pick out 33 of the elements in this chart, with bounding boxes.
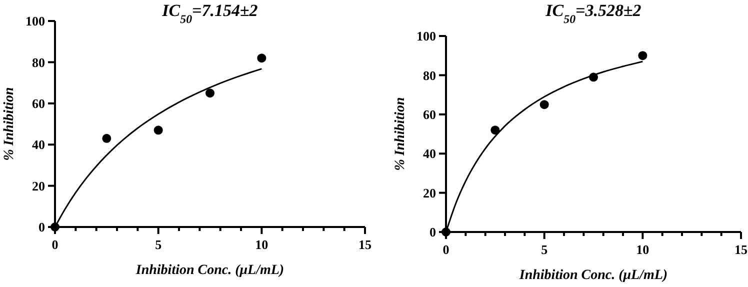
x-axis-title: Inhibition Conc. (μL/mL) (134, 263, 284, 278)
y-tick-label: 60 (423, 106, 436, 122)
y-tick-label: 0 (430, 224, 436, 240)
x-tick-label: 5 (541, 242, 548, 257)
point (102, 134, 112, 143)
point (206, 88, 214, 98)
x-tick-label: 5 (155, 237, 162, 252)
y-tick-label: 40 (32, 137, 45, 152)
x-tick-label: 15 (358, 237, 372, 252)
x-tick-label: 10 (636, 242, 650, 257)
y-tick-label: 0 (38, 220, 45, 235)
x-tick-label: 0 (52, 237, 58, 252)
y-tick-label: 40 (423, 146, 436, 162)
point (257, 54, 266, 63)
point (638, 51, 648, 60)
y-tick-label: 80 (423, 68, 436, 83)
y-tick-label: 60 (32, 96, 45, 111)
y-tick-label: 80 (32, 54, 45, 70)
x-axis-title: Inhibition Conc. (μL/mL) (518, 268, 668, 283)
y-tick-label: 20 (32, 178, 45, 194)
point (490, 126, 500, 135)
chart-title: IC$_{50}$=3.528±2 (544, 1, 642, 26)
y-tick-label: 100 (26, 14, 45, 29)
y-tick-label: 100 (416, 28, 436, 44)
x-tick-label: 15 (734, 242, 748, 257)
point (540, 100, 549, 110)
y-axis-title: % Inhibition (2, 87, 17, 161)
y-axis-title: % Inhibition (393, 97, 408, 171)
chart-title: IC$_{50}$=7.154±2 (161, 1, 258, 26)
x-tick-label: 0 (442, 242, 450, 257)
x-tick-label: 10 (255, 237, 268, 252)
point (154, 126, 163, 135)
y-tick-label: 20 (423, 185, 436, 200)
